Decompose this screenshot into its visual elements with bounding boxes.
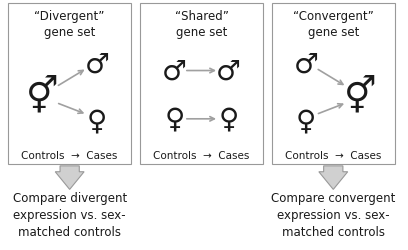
Text: ♂: ♂	[294, 51, 319, 79]
Text: Compare convergent
expression vs. sex-
matched controls: Compare convergent expression vs. sex- m…	[271, 192, 395, 238]
Text: ⚥: ⚥	[344, 76, 377, 114]
Polygon shape	[319, 166, 348, 190]
Text: ⚥: ⚥	[26, 76, 59, 114]
Text: ♀: ♀	[164, 106, 184, 133]
Polygon shape	[55, 166, 84, 190]
Text: Compare divergent
expression vs. sex-
matched controls: Compare divergent expression vs. sex- ma…	[13, 192, 127, 238]
Text: ♀: ♀	[218, 106, 239, 133]
Text: “Shared”
gene set: “Shared” gene set	[175, 10, 228, 39]
Text: Controls  →  Cases: Controls → Cases	[153, 150, 250, 160]
Text: ♀: ♀	[296, 107, 316, 135]
Text: ♀: ♀	[86, 107, 107, 135]
Bar	[272, 4, 395, 164]
Text: Controls  →  Cases: Controls → Cases	[22, 150, 118, 160]
Text: ♂: ♂	[162, 57, 187, 85]
Text: ♂: ♂	[216, 57, 241, 85]
Text: Controls  →  Cases: Controls → Cases	[285, 150, 381, 160]
Bar	[140, 4, 263, 164]
Text: ♂: ♂	[84, 51, 109, 79]
Text: “Convergent”
gene set: “Convergent” gene set	[293, 10, 374, 39]
Bar	[8, 4, 131, 164]
Text: “Divergent”
gene set: “Divergent” gene set	[34, 10, 105, 39]
